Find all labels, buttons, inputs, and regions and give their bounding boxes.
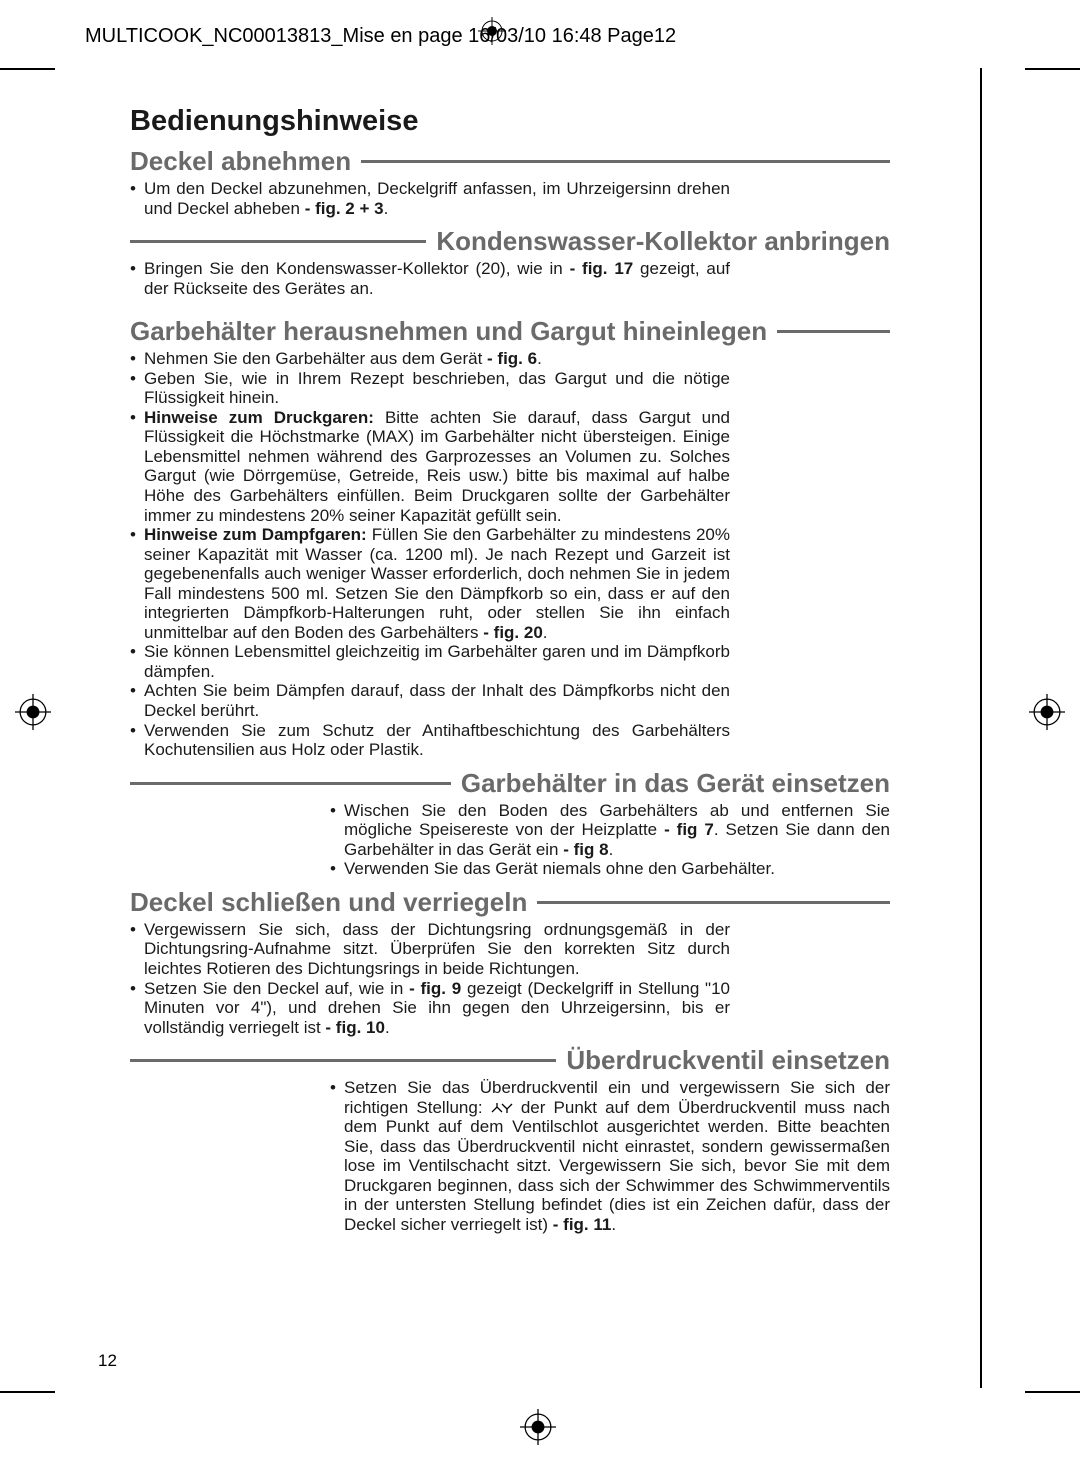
section-heading: Garbehälter in das Gerät einsetzen xyxy=(130,768,890,799)
list-item: Setzen Sie den Deckel auf, wie in - fig.… xyxy=(130,979,730,1038)
section-heading: Deckel abnehmen xyxy=(130,146,890,177)
list-item: Vergewissern Sie sich, dass der Dichtung… xyxy=(130,920,730,979)
list-item: Sie können Lebensmittel gleichzeitig im … xyxy=(130,642,730,681)
crop-mark xyxy=(0,1391,55,1393)
crop-mark xyxy=(0,68,55,70)
registration-mark-top xyxy=(478,17,506,52)
list-item: Wischen Sie den Boden des Garbehälters a… xyxy=(330,801,890,860)
section-body: Um den Deckel abzunehmen, Deckelgriff an… xyxy=(130,179,730,218)
print-header: MULTICOOK_NC00013813_Mise en page 16/03/… xyxy=(85,25,676,48)
page-number: 12 xyxy=(98,1351,117,1371)
list-item: Achten Sie beim Dämpfen darauf, dass der… xyxy=(130,681,730,720)
section-body: Nehmen Sie den Garbehälter aus dem Gerät… xyxy=(130,349,730,759)
section-heading: Deckel schließen und verriegeln xyxy=(130,887,890,918)
section-body: Setzen Sie das Überdruckventil ein und v… xyxy=(330,1078,890,1234)
section-body: Wischen Sie den Boden des Garbehälters a… xyxy=(330,801,890,879)
list-item: Hinweise zum Dampfgaren: Füllen Sie den … xyxy=(130,525,730,642)
list-item: Setzen Sie das Überdruckventil ein und v… xyxy=(330,1078,890,1234)
registration-mark-left xyxy=(15,694,51,738)
section-heading: Überdruckventil einsetzen xyxy=(130,1045,890,1076)
section-heading: Garbehälter herausnehmen und Gargut hine… xyxy=(130,316,890,347)
list-item: Bringen Sie den Kondenswasser-Kollektor … xyxy=(130,259,730,298)
list-item: Geben Sie, wie in Ihrem Rezept beschrieb… xyxy=(130,369,730,408)
list-item: Verwenden Sie das Gerät niemals ohne den… xyxy=(330,859,890,879)
section-body: Vergewissern Sie sich, dass der Dichtung… xyxy=(130,920,730,1037)
crop-mark xyxy=(1025,1391,1080,1393)
section-heading: Kondenswasser-Kollektor anbringen xyxy=(130,226,890,257)
registration-mark-bottom xyxy=(520,1409,556,1453)
list-item: Um den Deckel abzunehmen, Deckelgriff an… xyxy=(130,179,730,218)
registration-mark-right xyxy=(1029,694,1065,738)
list-item: Verwenden Sie zum Schutz der Antihaftbes… xyxy=(130,721,730,760)
page-content: Bedienungshinweise Deckel abnehmenUm den… xyxy=(130,105,890,1235)
crop-fold-line xyxy=(980,68,982,1388)
list-item: Nehmen Sie den Garbehälter aus dem Gerät… xyxy=(130,349,730,369)
section-body: Bringen Sie den Kondenswasser-Kollektor … xyxy=(130,259,730,298)
list-item: Hinweise zum Druckgaren: Bitte achten Si… xyxy=(130,408,730,525)
page-title: Bedienungshinweise xyxy=(130,105,890,138)
crop-mark xyxy=(1025,68,1080,70)
